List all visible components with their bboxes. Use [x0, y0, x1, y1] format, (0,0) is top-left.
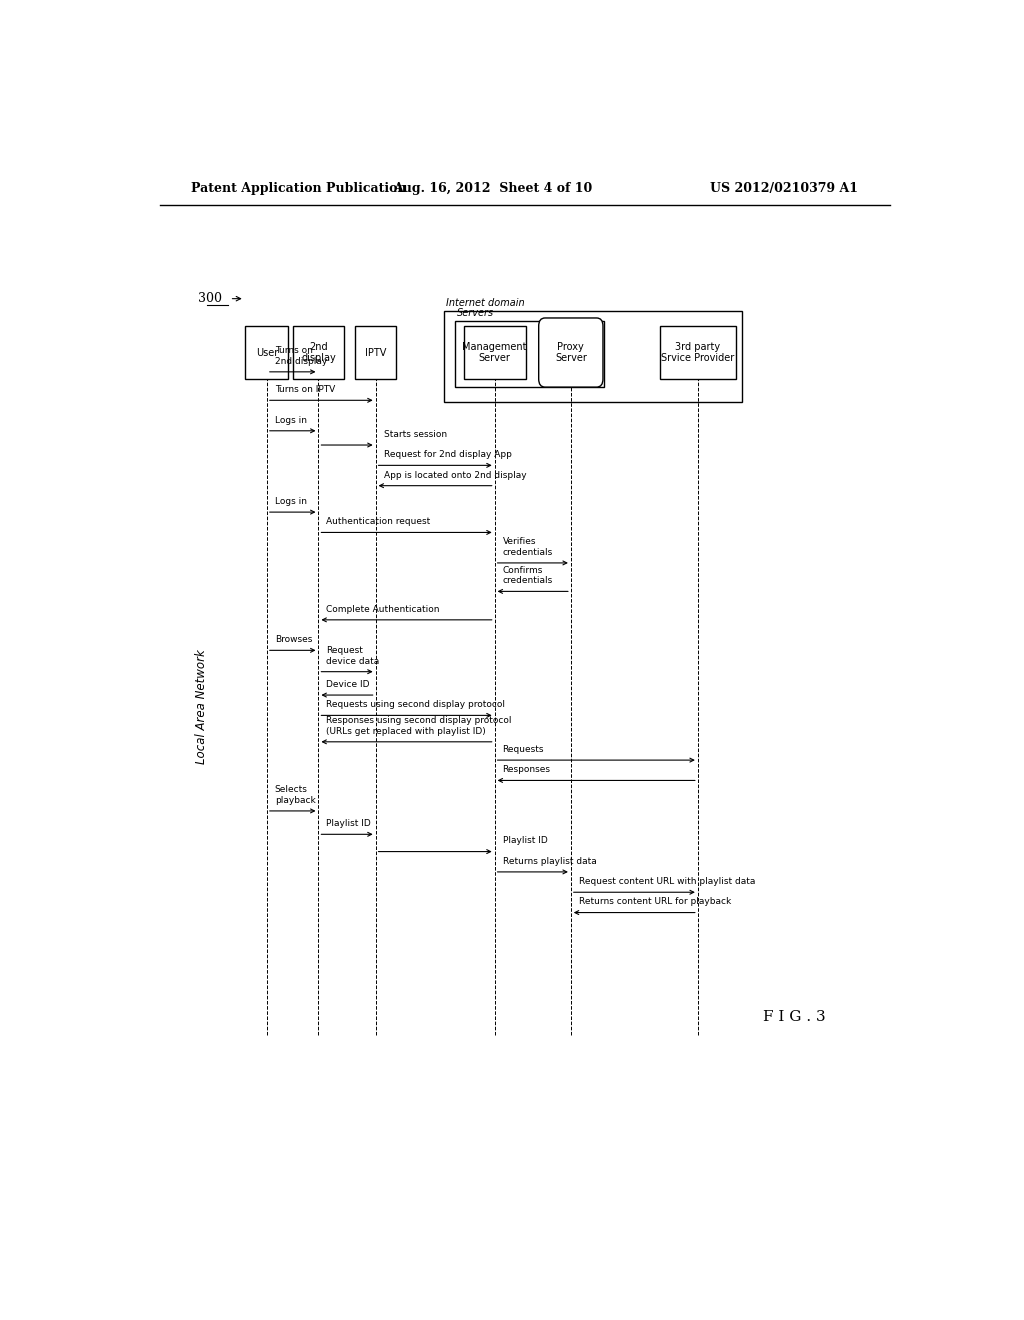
Text: Request
device data: Request device data	[327, 647, 380, 665]
Text: Patent Application Publication: Patent Application Publication	[191, 182, 407, 195]
Text: Logs in: Logs in	[274, 416, 307, 425]
Text: Device ID: Device ID	[327, 680, 370, 689]
Text: Authentication request: Authentication request	[327, 517, 431, 527]
Text: Servers: Servers	[458, 308, 495, 318]
Text: Playlist ID: Playlist ID	[503, 837, 548, 846]
Text: 2nd
display: 2nd display	[301, 342, 336, 363]
Text: Browses: Browses	[274, 635, 312, 644]
Text: 3rd party
Srvice Provider: 3rd party Srvice Provider	[662, 342, 734, 363]
Text: Management
Server: Management Server	[463, 342, 527, 363]
Text: App is located onto 2nd display: App is located onto 2nd display	[384, 471, 526, 479]
Text: Local Area Network: Local Area Network	[195, 649, 208, 764]
Text: Turns on IPTV: Turns on IPTV	[274, 385, 335, 395]
Text: IPTV: IPTV	[365, 347, 386, 358]
FancyBboxPatch shape	[539, 318, 603, 387]
Text: 300: 300	[198, 292, 221, 305]
Text: Returns playlist data: Returns playlist data	[503, 857, 596, 866]
Bar	[355, 326, 396, 379]
Bar	[660, 326, 735, 379]
Bar	[455, 321, 604, 387]
Text: US 2012/0210379 A1: US 2012/0210379 A1	[710, 182, 858, 195]
Text: Playlist ID: Playlist ID	[327, 820, 371, 828]
Text: Confirms
credentials: Confirms credentials	[503, 566, 553, 585]
Text: Responses: Responses	[503, 766, 551, 775]
Bar	[293, 326, 344, 379]
Text: Verifies
credentials: Verifies credentials	[503, 537, 553, 557]
Text: Proxy
Server: Proxy Server	[555, 342, 587, 363]
Text: User: User	[256, 347, 278, 358]
Text: Responses using second display protocol
(URLs get replaced with playlist ID): Responses using second display protocol …	[327, 717, 512, 735]
Text: Complete Authentication: Complete Authentication	[327, 605, 440, 614]
Text: F I G . 3: F I G . 3	[763, 1010, 826, 1024]
Text: Aug. 16, 2012  Sheet 4 of 10: Aug. 16, 2012 Sheet 4 of 10	[393, 182, 593, 195]
Text: Request for 2nd display App: Request for 2nd display App	[384, 450, 511, 459]
Text: Requests: Requests	[503, 744, 544, 754]
Bar	[464, 326, 525, 379]
Bar	[443, 312, 742, 403]
Text: Requests using second display protocol: Requests using second display protocol	[327, 701, 506, 709]
Text: Returns content URL for playback: Returns content URL for playback	[579, 898, 731, 907]
Text: Internet domain: Internet domain	[446, 298, 525, 308]
Text: Turns on
2nd display: Turns on 2nd display	[274, 346, 327, 366]
Bar	[246, 326, 289, 379]
Text: Starts session: Starts session	[384, 430, 446, 440]
Text: Logs in: Logs in	[274, 498, 307, 506]
Text: Selects
playback: Selects playback	[274, 785, 315, 805]
Text: Request content URL with playlist data: Request content URL with playlist data	[579, 878, 755, 886]
